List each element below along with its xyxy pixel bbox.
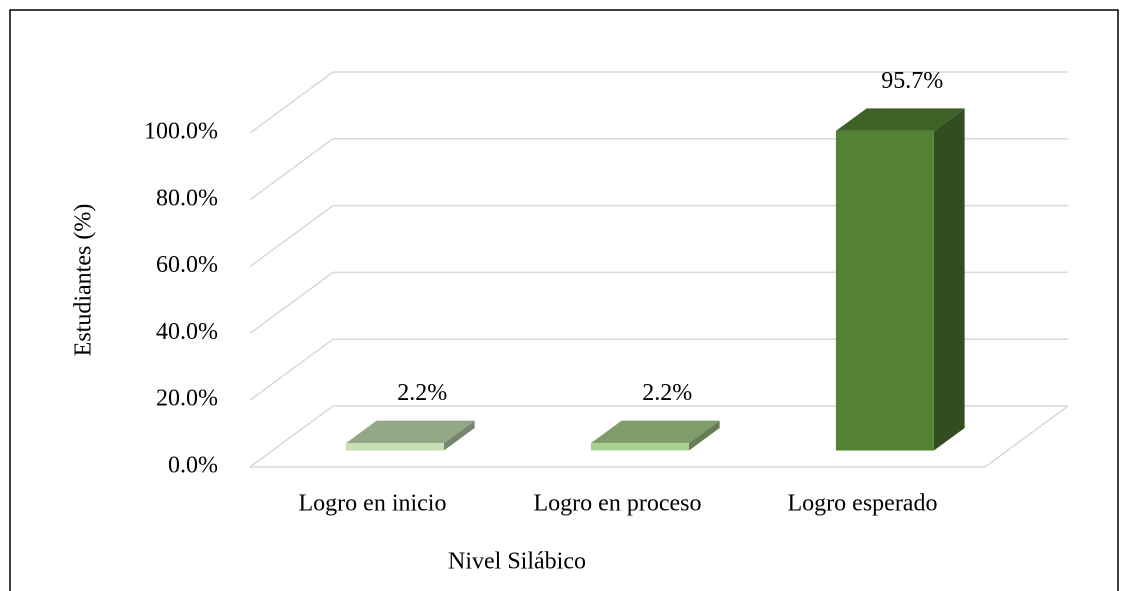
grid-line — [249, 405, 1068, 468]
value-label: 2.2% — [642, 380, 692, 406]
value-label: 2.2% — [397, 380, 447, 406]
bar-side — [933, 108, 965, 451]
y-axis-title: Estudiantes (%) — [71, 204, 97, 357]
y-tick-label: 0.0% — [168, 453, 218, 479]
x-tick-label: Logro en inicio — [299, 491, 447, 517]
grid-line — [249, 138, 1068, 201]
value-label: 95.7% — [881, 68, 943, 94]
bar — [590, 443, 689, 451]
bar-top — [345, 420, 475, 444]
bar — [835, 130, 934, 451]
y-tick-label: 60.0% — [156, 252, 218, 278]
bar-top — [590, 420, 720, 444]
grid-line — [249, 204, 1068, 268]
grid-line — [249, 271, 1068, 335]
bar-side — [443, 420, 475, 451]
y-tick-label: 20.0% — [156, 386, 218, 412]
x-tick-label: Logro en proceso — [534, 491, 702, 517]
frame — [9, 9, 1119, 591]
x-axis-title: Nivel Silábico — [448, 549, 586, 575]
grid-line — [249, 71, 1068, 134]
y-tick-label: 100.0% — [144, 119, 218, 145]
bar — [345, 443, 444, 451]
y-tick-label: 80.0% — [156, 185, 218, 211]
bar-top — [835, 108, 965, 131]
floor-edge — [984, 405, 1069, 468]
bar-side — [688, 420, 720, 451]
x-tick-label: Logro esperado — [788, 491, 938, 517]
grid-line — [249, 338, 1068, 401]
y-tick-label: 40.0% — [156, 319, 218, 345]
